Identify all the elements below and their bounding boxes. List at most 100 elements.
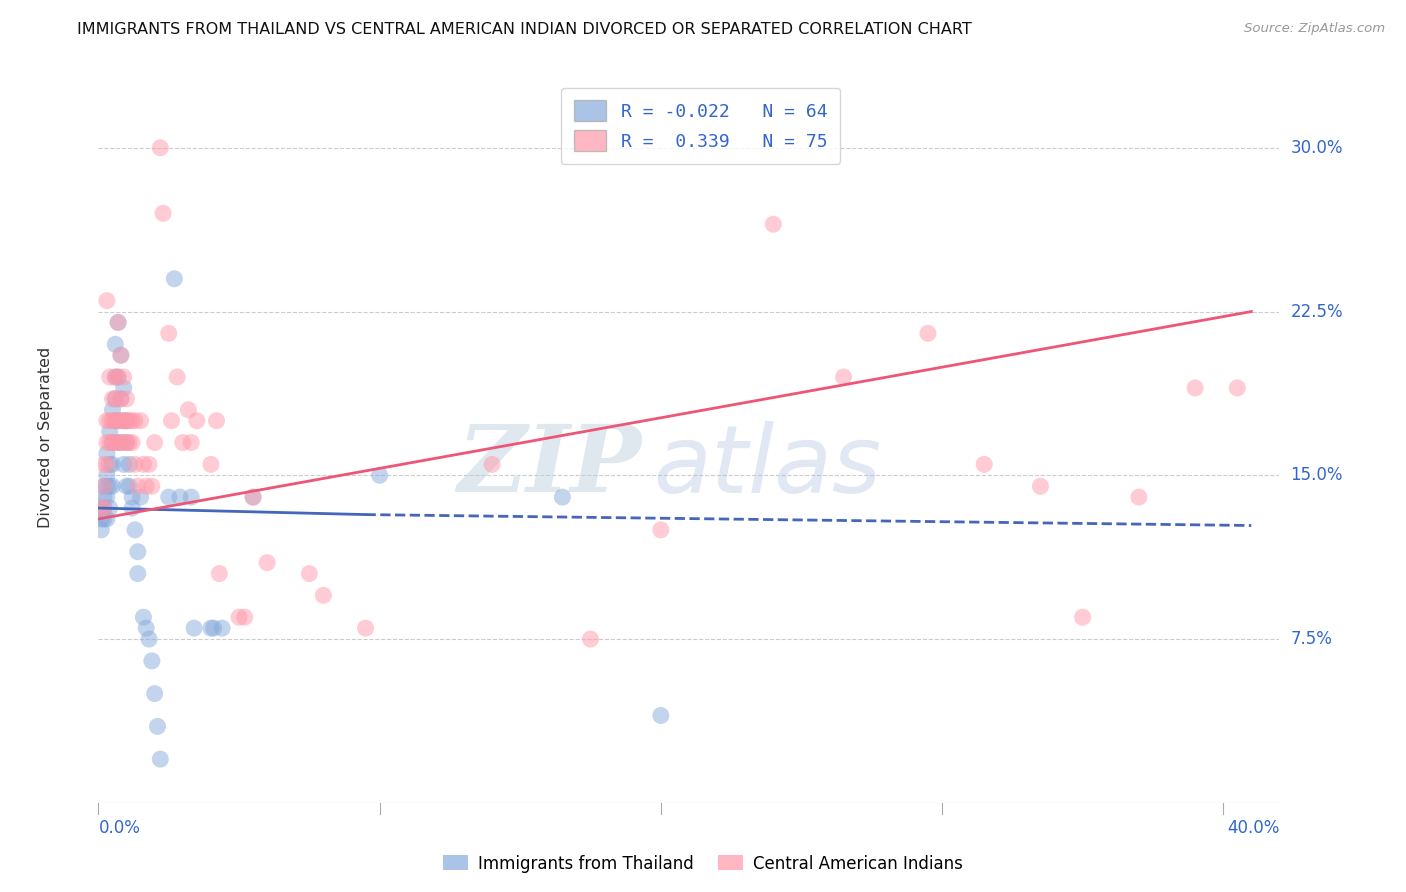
Point [93,479,115,493]
Point [101,479,124,493]
Point [110,348,132,362]
Point [169,490,191,504]
Point [157,326,180,341]
Point [96,293,118,308]
Point [121,414,143,428]
Point [107,435,129,450]
Point [127,566,149,581]
Point [98,479,121,493]
Legend: Immigrants from Thailand, Central American Indians: Immigrants from Thailand, Central Americ… [436,848,970,880]
Point [166,370,188,384]
Point [141,654,163,668]
Point [93,490,115,504]
Text: IMMIGRANTS FROM THAILAND VS CENTRAL AMERICAN INDIAN DIVORCED OR SEPARATED CORREL: IMMIGRANTS FROM THAILAND VS CENTRAL AMER… [77,22,972,37]
Point [104,337,127,351]
Point [160,414,183,428]
Point [104,370,127,384]
Point [228,610,250,624]
Text: atlas: atlas [654,421,882,512]
Point [112,381,135,395]
Point [200,458,222,472]
Point [112,435,135,450]
Point [101,435,124,450]
Point [129,414,152,428]
Point [180,490,202,504]
Point [118,435,141,450]
Point [551,490,574,504]
Point [141,479,163,493]
Point [202,621,225,635]
Point [98,370,121,384]
Point [183,621,205,635]
Point [107,315,129,329]
Point [481,458,503,472]
Point [101,392,124,406]
Point [93,512,115,526]
Text: Divorced or Separated: Divorced or Separated [38,346,53,528]
Point [112,414,135,428]
Point [118,479,141,493]
Point [368,468,391,483]
Point [101,414,124,428]
Point [96,490,118,504]
Point [127,545,149,559]
Point [93,501,115,516]
Point [256,556,278,570]
Point [90,523,112,537]
Point [107,370,129,384]
Point [233,610,256,624]
Point [118,414,141,428]
Text: 7.5%: 7.5% [1291,630,1333,648]
Point [96,479,118,493]
Point [200,621,222,635]
Point [149,141,172,155]
Point [115,414,138,428]
Legend: R = -0.022   N = 64, R =  0.339   N = 75: R = -0.022 N = 64, R = 0.339 N = 75 [561,87,841,164]
Point [152,206,174,220]
Point [138,632,160,646]
Point [129,490,152,504]
Point [121,490,143,504]
Point [650,708,672,723]
Point [115,435,138,450]
Text: 15.0%: 15.0% [1291,467,1343,484]
Text: Source: ZipAtlas.com: Source: ZipAtlas.com [1244,22,1385,36]
Point [112,458,135,472]
Point [98,458,121,472]
Point [104,414,127,428]
Point [93,479,115,493]
Point [96,414,118,428]
Point [138,458,160,472]
Point [177,402,200,417]
Point [208,566,231,581]
Point [93,458,115,472]
Point [110,435,132,450]
Point [124,458,146,472]
Point [115,435,138,450]
Point [115,392,138,406]
Point [90,501,112,516]
Point [110,348,132,362]
Point [298,566,321,581]
Point [98,435,121,450]
Point [127,479,149,493]
Point [146,719,169,733]
Point [124,414,146,428]
Point [101,458,124,472]
Point [107,435,129,450]
Point [1226,381,1249,395]
Text: 22.5%: 22.5% [1291,302,1343,320]
Point [832,370,855,384]
Text: 30.0%: 30.0% [1291,139,1343,157]
Point [110,392,132,406]
Point [121,501,143,516]
Point [90,501,112,516]
Point [762,217,785,231]
Point [1184,381,1206,395]
Point [917,326,939,341]
Point [98,425,121,439]
Point [118,458,141,472]
Point [96,468,118,483]
Point [104,392,127,406]
Point [121,435,143,450]
